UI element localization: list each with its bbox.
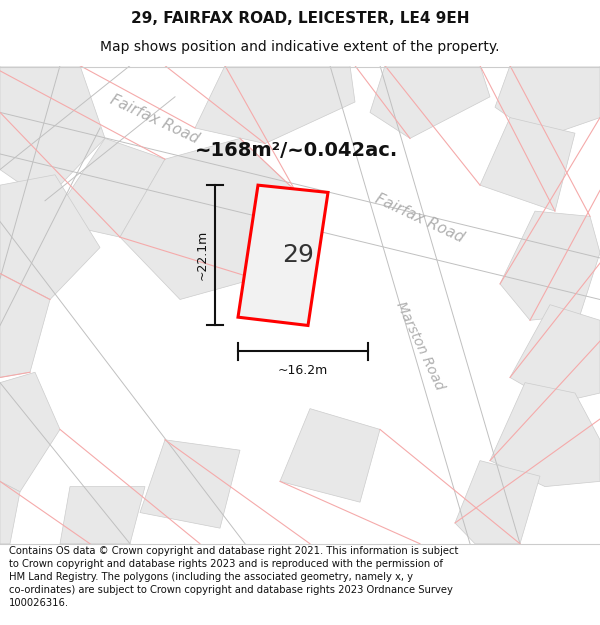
Text: Map shows position and indicative extent of the property.: Map shows position and indicative extent… [100, 40, 500, 54]
Polygon shape [0, 175, 100, 299]
Polygon shape [280, 409, 380, 502]
Polygon shape [195, 66, 355, 144]
Polygon shape [480, 118, 575, 211]
Text: 29: 29 [282, 243, 314, 267]
Text: ~16.2m: ~16.2m [278, 364, 328, 377]
Polygon shape [50, 138, 165, 237]
Text: Fairfax Road: Fairfax Road [373, 191, 467, 246]
Text: Fairfax Road: Fairfax Road [108, 92, 202, 147]
Text: ~168m²/~0.042ac.: ~168m²/~0.042ac. [195, 141, 398, 161]
Polygon shape [140, 440, 240, 528]
Polygon shape [490, 382, 600, 487]
Polygon shape [0, 66, 105, 201]
Polygon shape [238, 185, 328, 326]
Text: 29, FAIRFAX ROAD, LEICESTER, LE4 9EH: 29, FAIRFAX ROAD, LEICESTER, LE4 9EH [131, 11, 469, 26]
Polygon shape [370, 66, 490, 138]
Polygon shape [455, 461, 540, 544]
Polygon shape [510, 304, 600, 403]
Polygon shape [60, 487, 145, 544]
Text: Marston Road: Marston Road [394, 300, 446, 392]
Polygon shape [0, 274, 50, 378]
Polygon shape [495, 66, 600, 138]
Polygon shape [0, 372, 60, 492]
Text: ~22.1m: ~22.1m [196, 230, 209, 281]
Polygon shape [500, 211, 600, 320]
Text: Contains OS data © Crown copyright and database right 2021. This information is : Contains OS data © Crown copyright and d… [9, 546, 458, 608]
Polygon shape [120, 138, 295, 299]
Polygon shape [0, 481, 20, 544]
